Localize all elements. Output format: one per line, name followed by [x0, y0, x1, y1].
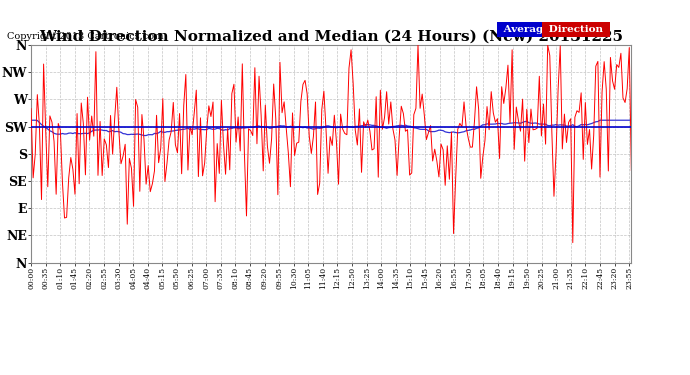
Title: Wind Direction Normalized and Median (24 Hours) (New) 20131225: Wind Direction Normalized and Median (24…	[39, 30, 623, 44]
Text: Direction: Direction	[545, 25, 607, 34]
Text: Copyright 2013 Cartronics.com: Copyright 2013 Cartronics.com	[7, 32, 164, 41]
Text: Average: Average	[500, 25, 553, 34]
